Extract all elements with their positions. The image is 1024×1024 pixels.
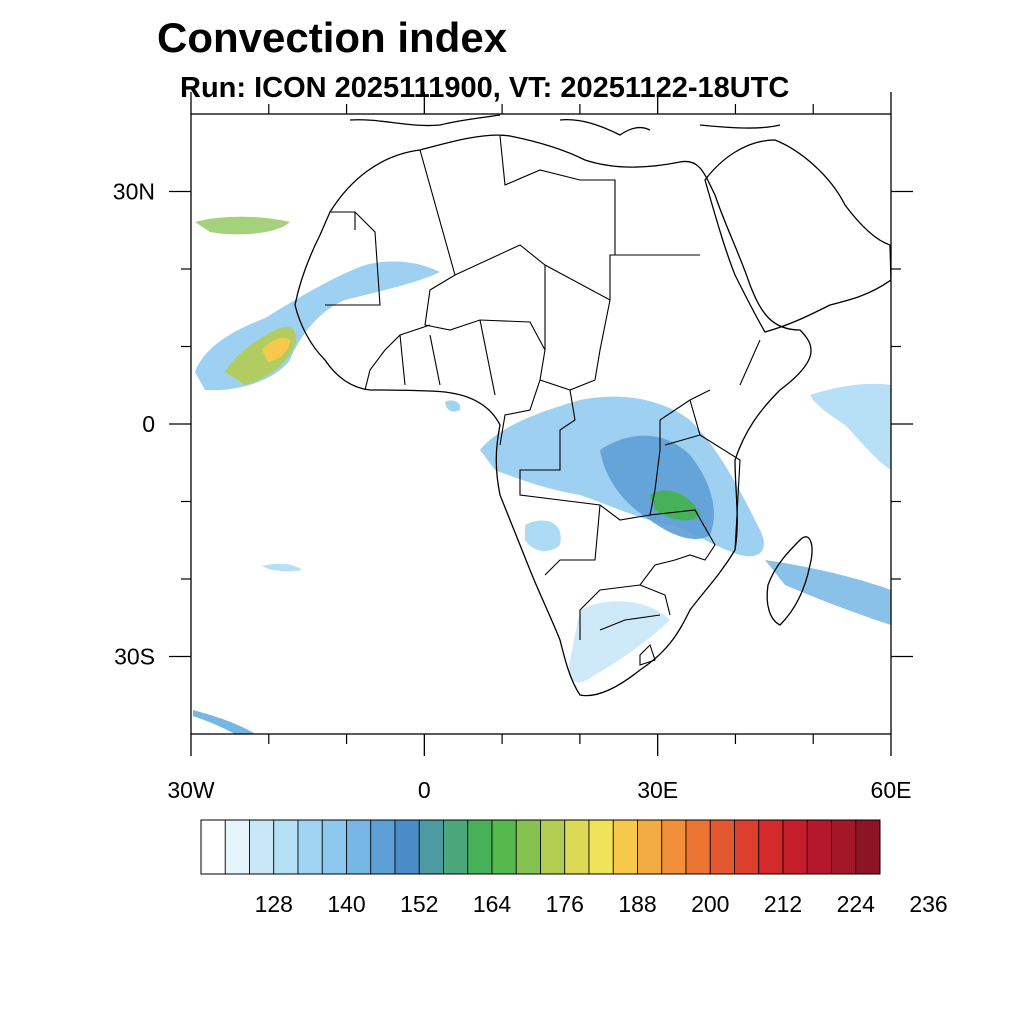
colorbar-swatch [491, 819, 517, 875]
colorbar-swatch [273, 819, 299, 875]
madagascar-outline [766, 536, 813, 626]
colorbar-swatch [612, 819, 638, 875]
convection-patch-gulf-of-guinea [445, 400, 461, 412]
lat-tick-label: 30S [114, 644, 155, 670]
lon-tick-label: 0 [418, 777, 431, 803]
colorbar-swatch [782, 819, 808, 875]
colorbar-swatch [249, 819, 275, 875]
africa-coastline [294, 134, 812, 697]
europe-coast [349, 114, 781, 136]
colorbar-swatch [831, 819, 857, 875]
colorbar-label: 164 [473, 891, 512, 917]
lon-tick-label: 30E [637, 777, 678, 803]
colorbar-label: 176 [546, 891, 584, 917]
colorbar-swatch [515, 819, 541, 875]
lat-tick-label: 0 [142, 411, 155, 437]
colorbar-swatch [661, 819, 687, 875]
convection-southern-africa [568, 601, 670, 683]
convection-patch-angola [525, 520, 561, 552]
colorbar-label: 200 [691, 891, 729, 917]
map-outlines [294, 114, 891, 697]
country-borders [325, 135, 761, 666]
colorbar-swatch [443, 819, 469, 875]
map-axes: 30W 0 30E 60E 30N 0 30S [113, 92, 913, 803]
convection-indian-ocean-south [765, 560, 891, 625]
colorbar-swatch [418, 819, 444, 875]
convection-wisp-southwest [193, 710, 255, 734]
convection-wisp-south-atlantic [262, 563, 302, 572]
colorbar-swatch [588, 819, 614, 875]
colorbar-swatch [806, 819, 832, 875]
lat-tick-label: 30N [113, 179, 155, 205]
colorbar-swatch [394, 819, 420, 875]
convection-indian-ocean-north [810, 383, 891, 470]
colorbar-label: 188 [618, 891, 656, 917]
colorbar-label: 212 [764, 891, 802, 917]
convection-patch-canary [195, 216, 290, 235]
colorbar-swatch [564, 819, 590, 875]
colorbar-label: 152 [400, 891, 438, 917]
colorbar-swatch [758, 819, 784, 875]
colorbar-swatch [855, 819, 881, 875]
lon-tick-label: 60E [871, 777, 912, 803]
convection-hotspot-west-africa [262, 338, 290, 362]
colorbar-swatch [370, 819, 396, 875]
colorbar-swatch [637, 819, 663, 875]
colorbar-label: 140 [327, 891, 365, 917]
colorbar-swatch [467, 819, 493, 875]
colorbar-swatch [200, 819, 226, 875]
colorbar-swatch [346, 819, 372, 875]
lon-tick-label: 30W [167, 777, 215, 803]
chart-subtitle: Run: ICON 2025111900, VT: 20251122-18UTC [180, 72, 790, 104]
colorbar-label: 128 [255, 891, 293, 917]
colorbar-swatch [734, 819, 760, 875]
colorbar-swatch [709, 819, 735, 875]
colorbar-label: 224 [837, 891, 876, 917]
arabian-peninsula-outline [704, 139, 891, 333]
colorbar-swatch [685, 819, 711, 875]
colorbar-swatch [224, 819, 250, 875]
colorbar-swatch [321, 819, 347, 875]
chart-title: Convection index [157, 14, 508, 61]
colorbar-label: 236 [909, 891, 947, 917]
convection-hotspot-east-africa [650, 490, 700, 521]
colorbar-swatch [540, 819, 566, 875]
colorbar-frame [200, 819, 881, 875]
colorbar-swatch [297, 819, 323, 875]
colorbar: 128 140 152 164 176 188 200 212 224 236 [200, 819, 948, 917]
